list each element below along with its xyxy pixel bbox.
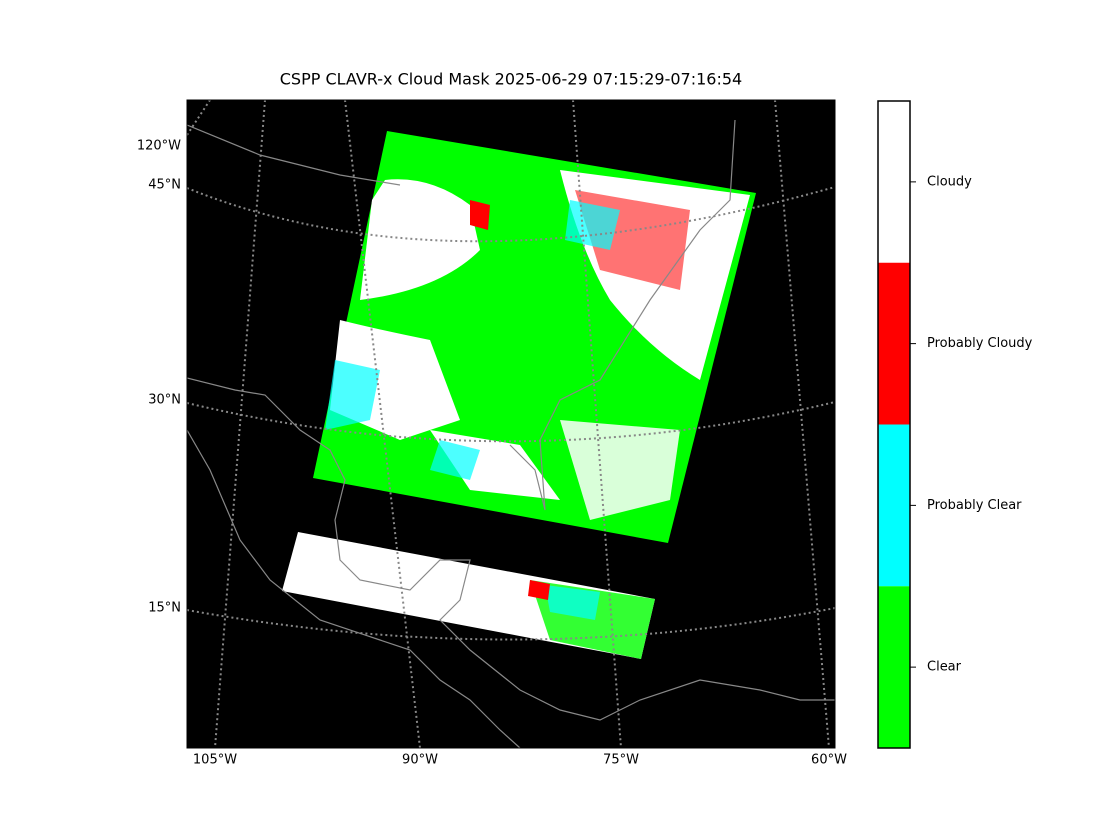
cloud-area bbox=[560, 420, 680, 520]
colorbar-label: Probably Cloudy bbox=[927, 336, 1033, 351]
colorbar-label: Probably Clear bbox=[927, 498, 1022, 513]
cloud-area bbox=[565, 200, 620, 250]
map-title: CSPP CLAVR-x Cloud Mask 2025-06-29 07:15… bbox=[280, 70, 742, 89]
cloud-area bbox=[528, 580, 550, 600]
meridian bbox=[187, 100, 211, 136]
coastline bbox=[187, 429, 521, 748]
map bbox=[186, 99, 836, 749]
colorbar-segment bbox=[878, 101, 910, 263]
colorbar-label: Clear bbox=[927, 660, 962, 675]
meridian bbox=[572, 100, 622, 748]
cloud-area bbox=[430, 440, 480, 480]
colorbar-frame bbox=[877, 100, 911, 749]
map-frame bbox=[186, 99, 836, 749]
longitude-label: 105°W bbox=[193, 753, 237, 768]
colorbar-segment bbox=[878, 262, 910, 425]
latitude-label: 45°N bbox=[148, 178, 181, 193]
latitude-label: 15°N bbox=[148, 601, 181, 616]
meridian bbox=[344, 100, 421, 748]
border bbox=[187, 124, 401, 186]
parallel bbox=[187, 607, 835, 641]
latitude-labels: 120°W 45°N 30°N 15°N bbox=[137, 139, 181, 616]
cloud-area bbox=[325, 360, 380, 430]
cloud-area bbox=[545, 585, 600, 620]
cloud-area bbox=[470, 200, 490, 230]
parallel bbox=[187, 186, 835, 243]
latitude-label: 30°N bbox=[148, 393, 181, 408]
meridian bbox=[774, 100, 830, 748]
longitude-label: 90°W bbox=[402, 753, 438, 768]
colorbar-segment bbox=[878, 424, 910, 587]
meridian bbox=[214, 100, 266, 748]
parallel bbox=[187, 401, 835, 443]
latitude-label: 120°W bbox=[137, 139, 181, 154]
cloud-area bbox=[360, 179, 480, 300]
colorbar-label: Cloudy bbox=[927, 174, 972, 189]
coastline bbox=[187, 377, 835, 721]
colorbar-segment bbox=[878, 586, 910, 748]
coastline bbox=[509, 119, 736, 511]
longitude-label: 60°W bbox=[811, 753, 847, 768]
longitude-label: 75°W bbox=[603, 753, 639, 768]
colorbar: Cloudy Probably Cloudy Probably Clear Clear bbox=[877, 100, 1033, 749]
longitude-labels: 105°W 90°W 75°W 60°W bbox=[193, 753, 847, 768]
